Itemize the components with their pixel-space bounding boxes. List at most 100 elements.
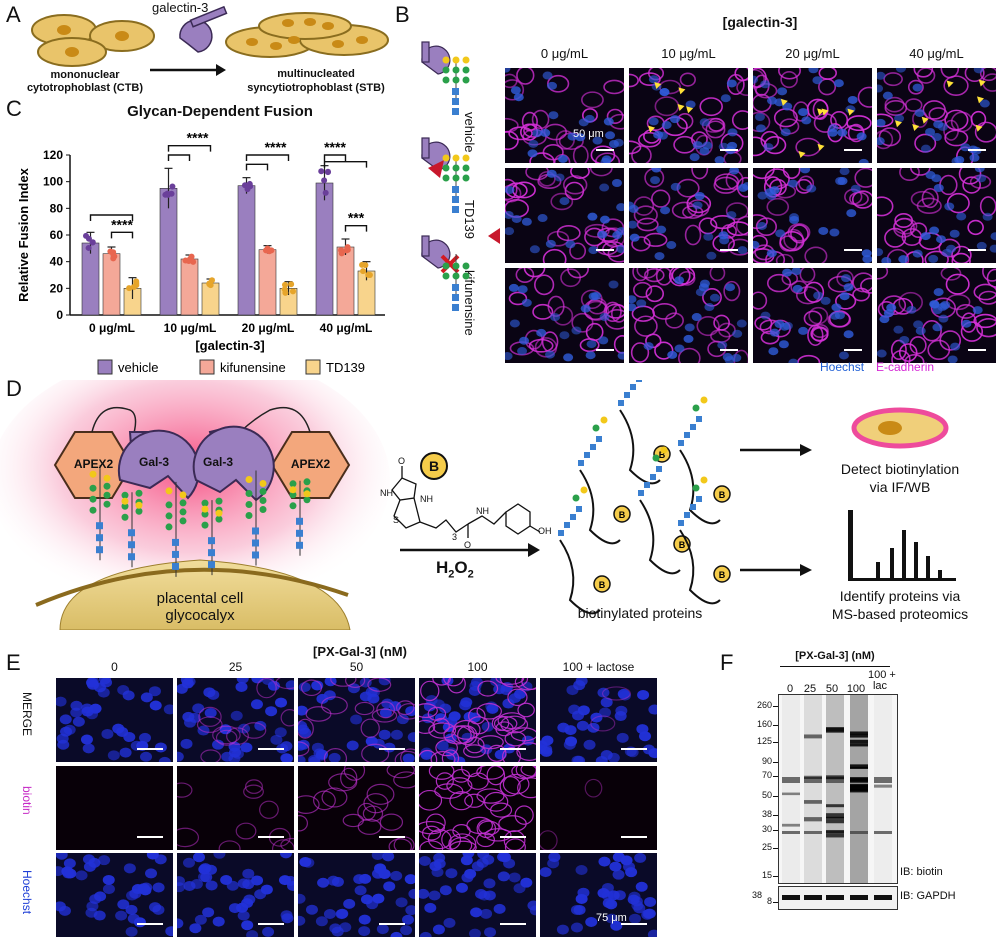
apex2-label-left: APEX2	[73, 457, 114, 471]
mw-tick	[773, 762, 778, 763]
surface-glycan	[245, 470, 267, 566]
legend-swatch-kifunensine	[199, 359, 215, 375]
fusion-bar-chart: 0 20 40 60 80 100 120 Relative Fusion Index 0 μg…	[16, 130, 385, 375]
ms-spectrum-icon	[848, 510, 956, 581]
td139-triangle-icon	[488, 228, 500, 244]
panelb-col-1: 10 μg/mL	[661, 46, 716, 61]
micrograph-kifunensine-3	[877, 268, 996, 363]
data-point	[360, 268, 367, 275]
ib-gapdh-label: IB: GAPDH	[900, 890, 956, 902]
scale-bar	[596, 349, 614, 351]
chem-nh-1: NH	[380, 488, 393, 498]
y-tick-label: 100	[43, 175, 63, 189]
significance-bracket	[167, 154, 191, 161]
micrograph-TD139-1	[629, 168, 748, 263]
scale-bar	[844, 249, 862, 251]
panel-label-f: F	[720, 650, 734, 675]
panelb-col-0: 0 μg/mL	[540, 46, 589, 61]
chem-nh-amide: NH	[476, 506, 489, 516]
data-point	[206, 280, 213, 287]
data-point	[110, 255, 117, 262]
panelf-title: [PX-Gal-3] (nM)	[795, 650, 875, 662]
blot-lane-3: 100	[846, 683, 866, 695]
panele-merge-2	[298, 678, 415, 762]
svg-text:B: B	[679, 540, 686, 550]
x-tick-label: 20 μg/mL	[242, 321, 295, 335]
mw-tick	[773, 796, 778, 797]
micrograph-kifunensine-0	[505, 268, 624, 363]
y-tick-label: 20	[50, 281, 64, 295]
mw-tick	[773, 742, 778, 743]
panel-label-e: E	[6, 650, 21, 675]
bar-vehicle	[315, 182, 334, 316]
mw-marker-6: 38	[761, 809, 772, 819]
chem-o-top: O	[398, 456, 406, 466]
galectin-label: galectin-3	[152, 0, 209, 15]
biotin-phenol-structure	[391, 466, 541, 538]
biotin-tag	[613, 505, 631, 523]
data-point	[164, 191, 171, 198]
gapdh-band	[826, 895, 844, 900]
micrograph-vehicle-1	[629, 68, 748, 163]
data-point	[133, 278, 140, 285]
identify-label-2: MS-based proteomics	[831, 606, 969, 622]
scale-bar	[968, 149, 986, 151]
biotinylated-protein: B	[578, 416, 631, 545]
panelb-col-2: 20 μg/mL	[785, 46, 840, 61]
biotinylated-protein: B	[678, 396, 731, 525]
surface-glycan	[121, 489, 143, 568]
scale-bar	[137, 836, 163, 838]
biotin-letter: B	[429, 458, 440, 474]
panele-merge-1	[177, 678, 294, 762]
mw-marker-9: 15	[761, 870, 772, 880]
data-point	[244, 182, 251, 189]
significance-bracket	[167, 144, 212, 152]
significance-stars: ****	[265, 139, 287, 155]
scale-bar	[596, 149, 614, 151]
gapdh-band	[804, 895, 822, 900]
gapdh-band	[782, 895, 800, 900]
mw-marker-7: 30	[761, 824, 772, 834]
chem-o-amide: O	[464, 540, 472, 550]
detect-label-2: via IF/WB	[869, 479, 931, 495]
data-point	[85, 244, 92, 251]
y-tick-label: 120	[43, 148, 63, 162]
ctb-label-1: mononuclear	[50, 69, 120, 81]
data-point	[190, 258, 197, 265]
panele-biotin-1	[177, 766, 294, 850]
gal3-binding-icon	[421, 41, 451, 75]
gapdh-band	[850, 895, 868, 900]
panele-biotin-3	[419, 766, 536, 850]
legend-swatch-TD139	[305, 359, 321, 375]
data-point	[318, 168, 325, 175]
bar-kifunensine	[336, 246, 355, 316]
panele-col-2: 50	[349, 660, 364, 674]
mw-tick	[773, 830, 778, 831]
biotinylated-proteins-label: biotinylated proteins	[577, 605, 703, 621]
scale-bar	[621, 748, 647, 750]
mw-marker-3: 90	[761, 756, 772, 766]
biotin-badge	[420, 452, 448, 480]
panele-merge-3	[419, 678, 536, 762]
panele-merge-4	[540, 678, 657, 762]
mw-tick	[773, 706, 778, 707]
significance-bracket	[344, 224, 368, 232]
panele-hoechst-1	[177, 853, 294, 937]
data-point	[366, 271, 373, 278]
gal3-label-right: Gal-3	[203, 455, 234, 469]
panelf-title-line	[780, 666, 890, 667]
legend-swatch-vehicle	[97, 359, 113, 375]
legend-hoechst: Hoechst	[820, 360, 865, 374]
gal3-td139-icon	[421, 137, 451, 178]
panelb-scale-label: 50 μm	[573, 128, 604, 140]
y-tick-label: 60	[50, 228, 64, 242]
scale-bar	[258, 923, 284, 925]
gapdh-marker: 38	[752, 890, 763, 900]
panele-col-1: 25	[228, 660, 243, 674]
data-point	[338, 250, 345, 257]
data-point	[344, 244, 351, 251]
mw-marker-1: 160	[756, 719, 772, 729]
x-tick-label: 0 μg/mL	[89, 321, 135, 335]
legend-label-vehicle: vehicle	[118, 360, 158, 375]
data-point	[169, 183, 176, 190]
